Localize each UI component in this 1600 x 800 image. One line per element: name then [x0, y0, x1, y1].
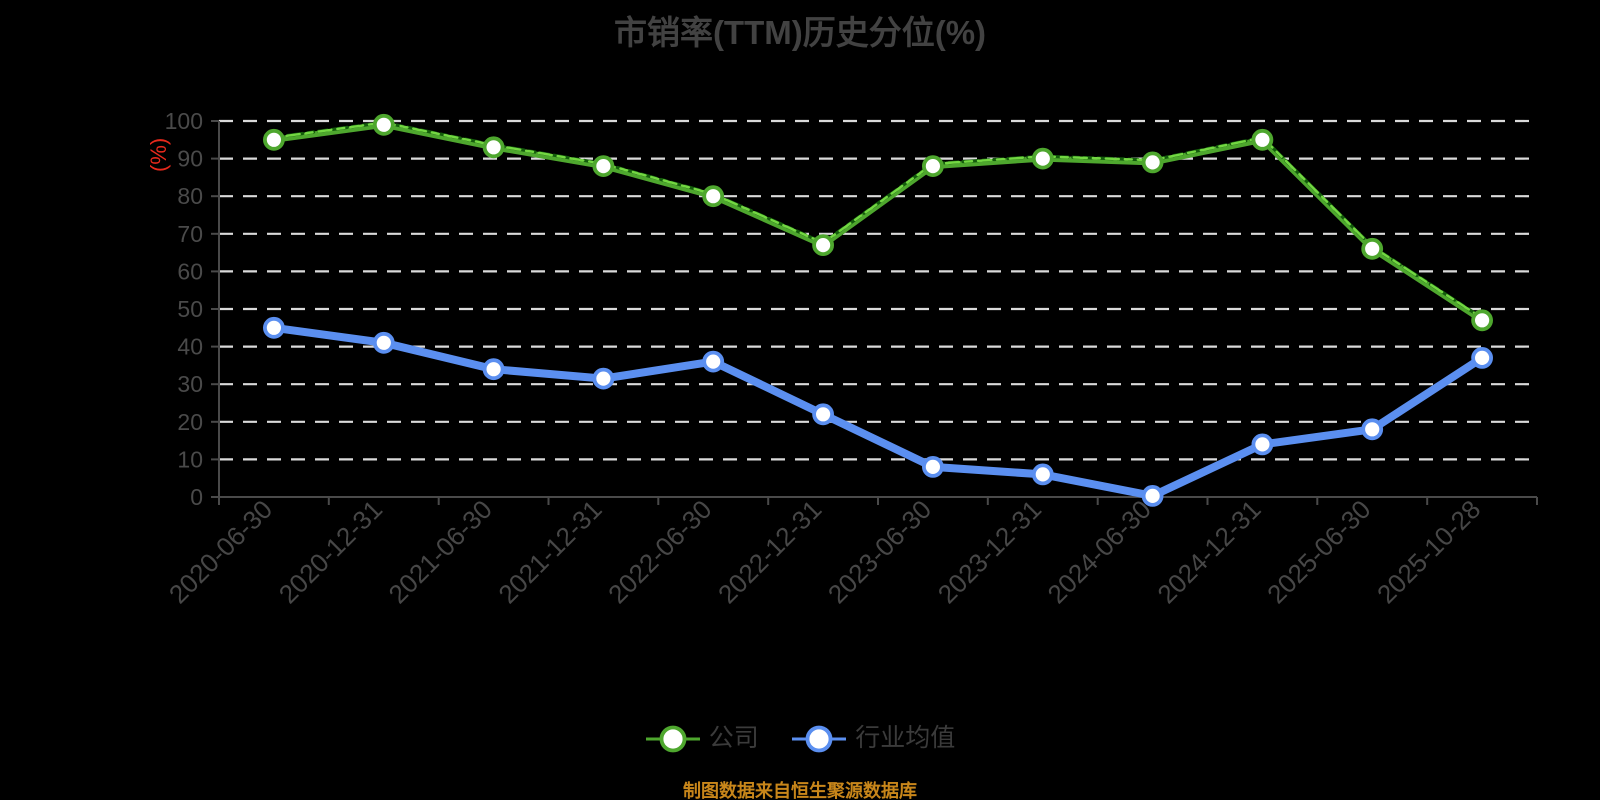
svg-text:2021-06-30: 2021-06-30	[383, 494, 498, 609]
svg-text:70: 70	[177, 221, 203, 247]
svg-text:30: 30	[177, 371, 203, 397]
svg-text:2024-06-30: 2024-06-30	[1042, 494, 1157, 609]
svg-text:2023-06-30: 2023-06-30	[822, 494, 937, 609]
svg-text:20: 20	[177, 409, 203, 435]
svg-text:2025-06-30: 2025-06-30	[1261, 494, 1376, 609]
svg-text:2020-06-30: 2020-06-30	[163, 494, 278, 609]
svg-text:60: 60	[177, 258, 203, 284]
svg-text:80: 80	[177, 183, 203, 209]
svg-text:2023-12-31: 2023-12-31	[932, 494, 1047, 609]
svg-text:50: 50	[177, 296, 203, 322]
svg-text:2021-12-31: 2021-12-31	[492, 494, 607, 609]
svg-text:40: 40	[177, 334, 203, 360]
svg-text:100: 100	[165, 108, 203, 134]
svg-text:2022-06-30: 2022-06-30	[602, 494, 717, 609]
svg-text:10: 10	[177, 446, 203, 472]
svg-text:0: 0	[190, 484, 203, 510]
svg-text:2025-10-28: 2025-10-28	[1371, 494, 1486, 609]
svg-text:2024-12-31: 2024-12-31	[1151, 494, 1266, 609]
svg-text:90: 90	[177, 146, 203, 172]
svg-text:2022-12-31: 2022-12-31	[712, 494, 827, 609]
svg-text:2020-12-31: 2020-12-31	[273, 494, 388, 609]
